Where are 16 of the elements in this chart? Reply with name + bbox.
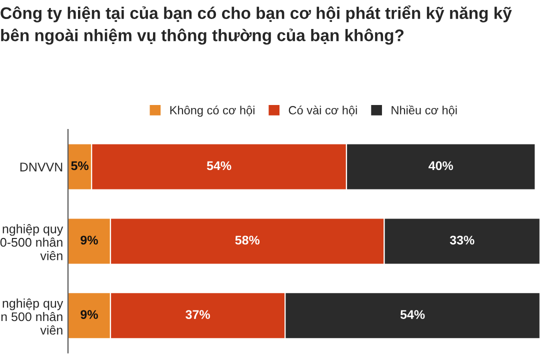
data-label: 5% [71,161,89,170]
y-tick-label: DNVVN [20,162,62,172]
legend-label: Nhiều cơ hội [392,105,457,116]
data-label: 9% [80,236,98,245]
chart-title: Công ty hiện tại của bạn có cho bạn cơ hội phát triển kỹ năng kỹ bên ngoài nhiệm vụ thông thường của bạn không? [0,5,512,45]
data-label: 54% [400,310,425,319]
y-tick-label: nghiệp quy 0-500 nhân viên [0,224,64,260]
data-label: 33% [450,236,474,245]
y-tick-label: nghiệp quy n 500 nhân viên [1,298,64,335]
legend-label: Có vài cơ hội [288,106,357,116]
data-label: 9% [80,310,98,319]
data-label: 54% [206,161,232,170]
data-label: 58% [235,236,260,245]
legend-label: Không có cơ hội [170,106,254,117]
data-label: 37% [186,310,210,319]
data-label: 40% [428,161,454,170]
